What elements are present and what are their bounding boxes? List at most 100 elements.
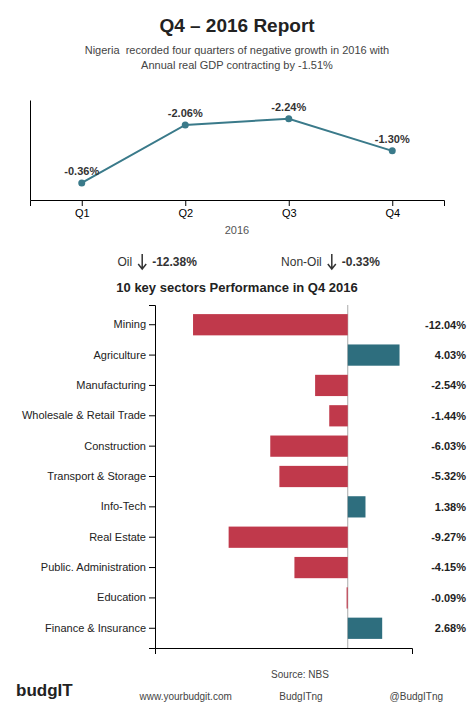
tick: Construction bbox=[84, 440, 155, 452]
data-label: -0.09% bbox=[431, 592, 466, 604]
bar bbox=[348, 344, 400, 365]
tick-mark bbox=[289, 200, 290, 206]
tick-label: Mining bbox=[114, 318, 146, 330]
tick-mark bbox=[149, 324, 155, 325]
tick-mark bbox=[392, 200, 393, 206]
tick-label: Q1 bbox=[75, 207, 90, 219]
tick: Finance & Insurance bbox=[45, 622, 155, 634]
infographic: Q4 – 2016 Report Nigeria recorded four qu… bbox=[0, 0, 474, 716]
title: Q4 – 2016 Report bbox=[159, 15, 315, 36]
bar bbox=[315, 375, 348, 396]
tick: Education bbox=[97, 591, 155, 603]
bar bbox=[270, 436, 347, 457]
x-axis bbox=[156, 649, 413, 655]
bar bbox=[348, 496, 366, 517]
tick: Manufacturing bbox=[76, 379, 155, 391]
line bbox=[82, 119, 393, 183]
bar bbox=[329, 405, 348, 426]
tick: Q3 bbox=[282, 200, 297, 219]
axis-line bbox=[149, 306, 156, 649]
data-label: -2.06% bbox=[168, 107, 203, 119]
annotation: BudgITng bbox=[279, 691, 322, 702]
point bbox=[78, 179, 85, 186]
annotation: @BudgITng bbox=[390, 691, 444, 702]
bar bbox=[348, 618, 382, 639]
point bbox=[285, 115, 292, 122]
tick: Agriculture bbox=[93, 349, 155, 361]
data-label: 2.68% bbox=[435, 622, 466, 634]
tick: Q4 bbox=[385, 200, 400, 219]
plot-area bbox=[193, 305, 399, 648]
bar bbox=[279, 466, 347, 487]
bar bbox=[347, 587, 348, 608]
subtitle: Annual real GDP contracting by -1.51% bbox=[141, 59, 333, 71]
data-label: -4.15% bbox=[431, 561, 466, 573]
tick-label: Public. Administration bbox=[41, 561, 146, 573]
tick-label: Q3 bbox=[282, 207, 297, 219]
point bbox=[182, 121, 189, 128]
data-label: 4.03% bbox=[435, 349, 466, 361]
tick-label: Construction bbox=[84, 440, 146, 452]
tick: Mining bbox=[114, 318, 155, 330]
data-label: -2.24% bbox=[271, 101, 306, 113]
plot-area bbox=[78, 115, 396, 186]
tick-mark bbox=[185, 200, 186, 206]
annotation-arrow bbox=[138, 254, 146, 269]
annotation: Source: NBS bbox=[271, 669, 329, 680]
tick-label: Q4 bbox=[385, 207, 400, 219]
tick-label: Finance & Insurance bbox=[45, 622, 146, 634]
annotation: -0.33% bbox=[342, 255, 380, 269]
axis-line bbox=[31, 201, 445, 207]
tick-label: Wholesale & Retail Trade bbox=[22, 409, 146, 421]
tick-label: Info-Tech bbox=[101, 500, 146, 512]
data-label: -5.32% bbox=[431, 470, 466, 482]
y-axis bbox=[30, 101, 31, 201]
data-label: -1.30% bbox=[375, 133, 410, 145]
tick-mark bbox=[149, 476, 155, 477]
bar bbox=[294, 557, 347, 578]
tick: Wholesale & Retail Trade bbox=[22, 409, 155, 421]
data-label: -12.04% bbox=[425, 319, 466, 331]
tick: Transport & Storage bbox=[45, 470, 156, 482]
tick: Q2 bbox=[178, 200, 193, 219]
tick-label: Q2 bbox=[178, 207, 193, 219]
tick-mark bbox=[149, 628, 155, 629]
x-axis-label: 2016 bbox=[225, 224, 249, 236]
tick-label: Agriculture bbox=[93, 349, 146, 361]
data-label: -0.36% bbox=[64, 165, 99, 177]
axis-line bbox=[156, 649, 413, 655]
data-label: -1.44% bbox=[431, 410, 466, 422]
tick-mark bbox=[149, 415, 155, 416]
tick: Real Estate bbox=[89, 531, 155, 543]
tick-label: Real Estate bbox=[89, 531, 146, 543]
tick-mark bbox=[149, 567, 155, 568]
data-label: -9.27% bbox=[431, 531, 466, 543]
tick-label: Transport & Storage bbox=[45, 470, 147, 482]
subtitle: Nigeria recorded four quarters of negati… bbox=[85, 44, 390, 56]
tick: Info-Tech bbox=[101, 500, 155, 512]
annotation: -12.38% bbox=[152, 255, 197, 269]
title: 10 key sectors Performance in Q4 2016 bbox=[116, 280, 357, 295]
tick-mark bbox=[149, 446, 155, 447]
point bbox=[389, 147, 396, 154]
bar bbox=[229, 527, 348, 548]
y-axis: Mining Agriculture Manufacturing Wholesale … bbox=[22, 306, 156, 649]
data-label: 1.38% bbox=[435, 501, 466, 513]
axis-line bbox=[30, 101, 31, 201]
tick: Q1 bbox=[75, 200, 90, 219]
tick-label: Education bbox=[97, 591, 146, 603]
tick: Public. Administration bbox=[41, 561, 155, 573]
tick-mark bbox=[82, 200, 83, 206]
annotation: budgIT bbox=[16, 681, 73, 700]
tick-mark bbox=[149, 537, 155, 538]
tick-mark bbox=[149, 385, 155, 386]
tick-label: Manufacturing bbox=[76, 379, 146, 391]
annotation: Non-Oil bbox=[281, 255, 322, 269]
tick-mark bbox=[149, 597, 155, 598]
annotation: Oil bbox=[118, 255, 133, 269]
annotation: www.yourbudgit.com bbox=[139, 691, 232, 702]
annotation-arrow bbox=[328, 254, 336, 269]
data-label: -6.03% bbox=[431, 440, 466, 452]
tick-mark bbox=[149, 506, 155, 507]
bar bbox=[193, 314, 348, 335]
